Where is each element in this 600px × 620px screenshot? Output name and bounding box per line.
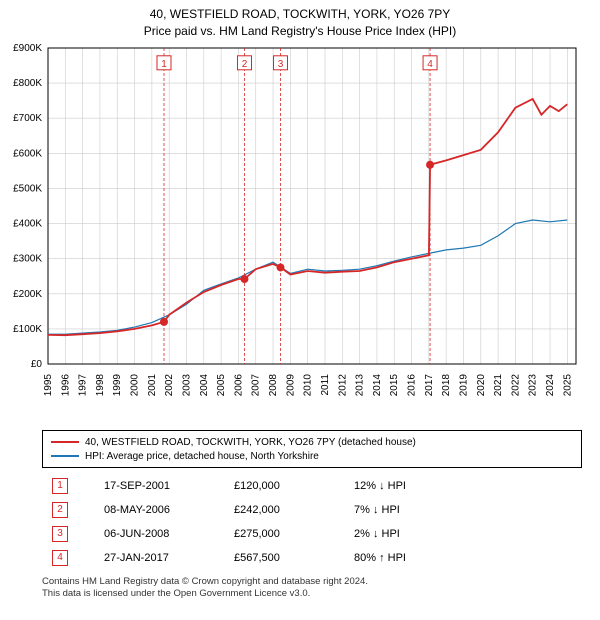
svg-text:£700K: £700K xyxy=(13,113,42,124)
svg-text:2016: 2016 xyxy=(407,374,418,397)
sale-event-row: 117-SEP-2001£120,00012% ↓ HPI xyxy=(42,474,582,498)
svg-text:£500K: £500K xyxy=(13,183,42,194)
svg-text:2025: 2025 xyxy=(562,374,573,397)
svg-text:2012: 2012 xyxy=(337,374,348,397)
legend: 40, WESTFIELD ROAD, TOCKWITH, YORK, YO26… xyxy=(42,430,582,468)
sale-event-row: 306-JUN-2008£275,0002% ↓ HPI xyxy=(42,522,582,546)
svg-text:2009: 2009 xyxy=(285,374,296,397)
legend-label-2: HPI: Average price, detached house, Nort… xyxy=(85,451,319,462)
svg-text:3: 3 xyxy=(278,59,284,70)
event-price: £567,500 xyxy=(234,552,354,564)
event-date: 08-MAY-2006 xyxy=(68,504,234,516)
svg-text:2008: 2008 xyxy=(268,374,279,397)
svg-text:4: 4 xyxy=(427,59,433,70)
svg-text:2014: 2014 xyxy=(372,374,383,397)
svg-text:1999: 1999 xyxy=(112,374,123,397)
svg-text:1997: 1997 xyxy=(78,374,89,397)
chart-plot: £0£100K£200K£300K£400K£500K£600K£700K£80… xyxy=(42,44,582,394)
svg-text:£200K: £200K xyxy=(13,289,42,300)
footer-line1: Contains HM Land Registry data © Crown c… xyxy=(42,576,582,588)
event-price: £120,000 xyxy=(234,480,354,492)
svg-text:£600K: £600K xyxy=(13,148,42,159)
event-price: £275,000 xyxy=(234,528,354,540)
svg-text:£800K: £800K xyxy=(13,78,42,89)
event-marker: 3 xyxy=(52,526,68,542)
svg-text:2000: 2000 xyxy=(130,374,141,397)
svg-text:2007: 2007 xyxy=(251,374,262,397)
svg-text:2004: 2004 xyxy=(199,374,210,397)
svg-text:2: 2 xyxy=(242,59,248,70)
svg-text:2019: 2019 xyxy=(458,374,469,397)
svg-text:2010: 2010 xyxy=(303,374,314,397)
chart-title: 40, WESTFIELD ROAD, TOCKWITH, YORK, YO26… xyxy=(0,0,600,40)
svg-text:2018: 2018 xyxy=(441,374,452,397)
svg-text:2023: 2023 xyxy=(528,374,539,397)
svg-text:1: 1 xyxy=(161,59,167,70)
svg-text:2003: 2003 xyxy=(181,374,192,397)
legend-item-2: HPI: Average price, detached house, Nort… xyxy=(51,449,573,463)
sale-event-row: 208-MAY-2006£242,0007% ↓ HPI xyxy=(42,498,582,522)
event-price: £242,000 xyxy=(234,504,354,516)
svg-text:2022: 2022 xyxy=(510,374,521,397)
svg-text:£300K: £300K xyxy=(13,254,42,265)
svg-text:1995: 1995 xyxy=(43,374,54,397)
event-diff: 80% ↑ HPI xyxy=(354,552,514,564)
svg-text:£100K: £100K xyxy=(13,324,42,335)
chart-container: 40, WESTFIELD ROAD, TOCKWITH, YORK, YO26… xyxy=(0,0,600,620)
svg-text:£0: £0 xyxy=(31,359,43,370)
attribution-footer: Contains HM Land Registry data © Crown c… xyxy=(42,576,582,601)
title-line1: 40, WESTFIELD ROAD, TOCKWITH, YORK, YO26… xyxy=(0,6,600,23)
svg-text:1996: 1996 xyxy=(60,374,71,397)
event-diff: 2% ↓ HPI xyxy=(354,528,514,540)
svg-text:2021: 2021 xyxy=(493,374,504,397)
sale-events-table: 117-SEP-2001£120,00012% ↓ HPI208-MAY-200… xyxy=(42,474,582,570)
svg-text:2020: 2020 xyxy=(476,374,487,397)
svg-text:2017: 2017 xyxy=(424,374,435,397)
svg-text:2001: 2001 xyxy=(147,374,158,397)
event-marker: 2 xyxy=(52,502,68,518)
title-line2: Price paid vs. HM Land Registry's House … xyxy=(0,23,600,40)
legend-label-1: 40, WESTFIELD ROAD, TOCKWITH, YORK, YO26… xyxy=(85,437,416,448)
footer-line2: This data is licensed under the Open Gov… xyxy=(42,588,582,600)
legend-swatch-2 xyxy=(51,455,79,457)
event-date: 06-JUN-2008 xyxy=(68,528,234,540)
svg-text:2011: 2011 xyxy=(320,374,331,396)
svg-text:2024: 2024 xyxy=(545,374,556,397)
svg-text:£900K: £900K xyxy=(13,43,42,54)
svg-text:2005: 2005 xyxy=(216,374,227,397)
event-marker: 1 xyxy=(52,478,68,494)
sale-event-row: 427-JAN-2017£567,50080% ↑ HPI xyxy=(42,546,582,570)
svg-text:£400K: £400K xyxy=(13,219,42,230)
event-marker: 4 xyxy=(52,550,68,566)
legend-item-1: 40, WESTFIELD ROAD, TOCKWITH, YORK, YO26… xyxy=(51,435,573,449)
svg-text:2015: 2015 xyxy=(389,374,400,397)
svg-text:1998: 1998 xyxy=(95,374,106,397)
event-diff: 12% ↓ HPI xyxy=(354,480,514,492)
svg-text:2006: 2006 xyxy=(233,374,244,397)
event-date: 17-SEP-2001 xyxy=(68,480,234,492)
event-date: 27-JAN-2017 xyxy=(68,552,234,564)
legend-swatch-1 xyxy=(51,441,79,443)
svg-text:2002: 2002 xyxy=(164,374,175,397)
event-diff: 7% ↓ HPI xyxy=(354,504,514,516)
svg-text:2013: 2013 xyxy=(355,374,366,397)
